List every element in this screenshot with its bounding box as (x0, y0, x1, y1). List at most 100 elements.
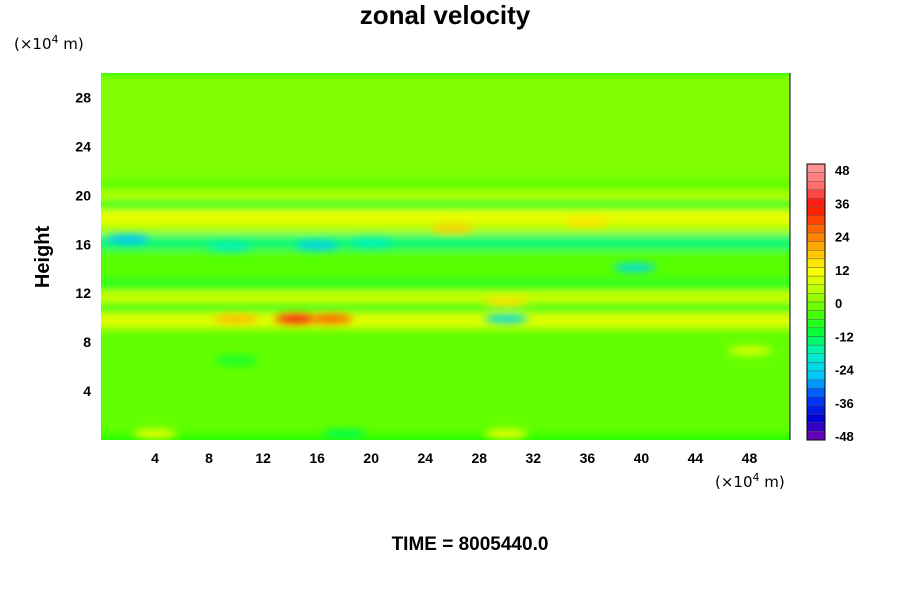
y-tick-label: 20 (75, 187, 91, 203)
x-tick-label: 4 (151, 450, 159, 466)
colorbar-segment (806, 422, 826, 432)
velocity-feature (565, 217, 610, 227)
velocity-band (101, 180, 790, 191)
y-tick-labels: 4 8 12 16 20 24 28 (75, 89, 91, 399)
colorbar-segment (806, 232, 826, 242)
colorbar-tick-label: 0 (835, 296, 842, 311)
colorbar-segment (806, 396, 826, 406)
y-tick-label: 4 (83, 383, 91, 399)
colorbar-segment (806, 310, 826, 320)
velocity-feature (214, 314, 259, 324)
colorbar-segment (806, 301, 826, 311)
colorbar-tick-label: -36 (835, 396, 854, 411)
velocity-feature (207, 242, 252, 252)
velocity-band (101, 312, 790, 328)
colorbar-segment (806, 181, 826, 191)
x-unit-label: (×104 m) (715, 471, 785, 491)
colorbar-segment (806, 163, 826, 173)
plot-area (101, 73, 790, 440)
colorbar-segment (806, 405, 826, 415)
velocity-feature (612, 263, 657, 273)
x-tick-label: 48 (742, 450, 758, 466)
colorbar-segment (806, 275, 826, 285)
colorbar-tick-label: -12 (835, 329, 854, 344)
velocity-band (101, 430, 790, 440)
velocity-band (101, 290, 790, 303)
colorbar-segment (806, 250, 826, 260)
feature-layer (106, 217, 772, 439)
velocity-feature (349, 238, 394, 248)
colorbar-segment (806, 388, 826, 398)
colorbar-segment (806, 431, 826, 441)
y-tick-label: 24 (75, 138, 91, 154)
velocity-feature (322, 429, 367, 439)
x-tick-label: 32 (526, 450, 542, 466)
x-tick-labels: 4 8 12 16 20 24 28 32 36 40 44 48 (151, 450, 757, 466)
velocity-band (101, 210, 790, 225)
colorbar-tick-label: -48 (835, 429, 854, 444)
colorbar-segment (806, 267, 826, 277)
band-layer (101, 73, 790, 440)
colorbar-segment (806, 215, 826, 225)
velocity-feature (727, 346, 772, 356)
velocity-feature (430, 223, 475, 233)
colorbar-segment (806, 198, 826, 208)
velocity-feature (484, 297, 529, 307)
colorbar (806, 163, 826, 441)
colorbar-tick-label: 24 (835, 230, 850, 245)
velocity-feature (133, 429, 178, 439)
colorbar-segment (806, 319, 826, 329)
colorbar-segment (806, 379, 826, 389)
colorbar-segment (806, 344, 826, 354)
velocity-feature (274, 314, 319, 324)
colorbar-tick-labels: 48 36 24 12 0 -12 -24 -36 -48 (835, 163, 855, 444)
velocity-feature (295, 240, 340, 250)
x-tick-label: 44 (688, 450, 704, 466)
colorbar-segment (806, 206, 826, 216)
colorbar-tick-label: 12 (835, 263, 849, 278)
y-tick-label: 16 (75, 236, 91, 252)
velocity-feature (214, 355, 259, 365)
velocity-feature (106, 234, 151, 244)
x-tick-label: 8 (205, 450, 213, 466)
time-label: TIME = 8005440.0 (392, 534, 549, 555)
colorbar-tick-label: 48 (835, 163, 849, 178)
colorbar-segment (806, 353, 826, 363)
y-unit-label: (×104 m) (14, 33, 84, 53)
velocity-band (101, 190, 790, 201)
colorbar-segment (806, 293, 826, 303)
colorbar-tick-label: -24 (835, 363, 855, 378)
x-tick-label: 24 (417, 450, 433, 466)
velocity-band (101, 234, 790, 250)
colorbar-segment (806, 327, 826, 337)
colorbar-segment (806, 224, 826, 234)
x-tick-label: 40 (634, 450, 650, 466)
velocity-feature (484, 429, 529, 439)
velocity-band (101, 73, 790, 181)
velocity-feature (308, 314, 353, 324)
y-tick-label: 12 (75, 285, 91, 301)
colorbar-segment (806, 172, 826, 182)
colorbar-segment (806, 241, 826, 251)
colorbar-segment (806, 336, 826, 346)
velocity-band (101, 200, 790, 211)
colorbar-segment (806, 284, 826, 294)
colorbar-segment (806, 258, 826, 268)
velocity-band (101, 249, 790, 279)
colorbar-tick-label: 36 (835, 196, 849, 211)
x-tick-label: 36 (580, 450, 596, 466)
y-axis-label: Height (32, 226, 54, 289)
velocity-feature (484, 314, 529, 324)
y-tick-label: 8 (83, 334, 91, 350)
colorbar-border (806, 163, 826, 441)
velocity-band (101, 278, 790, 291)
colorbar-segment (806, 189, 826, 199)
x-tick-label: 16 (309, 450, 325, 466)
y-tick-label: 28 (75, 89, 91, 105)
velocity-band (101, 327, 790, 431)
colorbar-segment (806, 370, 826, 380)
chart-title: zonal velocity (360, 0, 531, 30)
velocity-band (101, 302, 790, 313)
colorbar-segment (806, 362, 826, 372)
